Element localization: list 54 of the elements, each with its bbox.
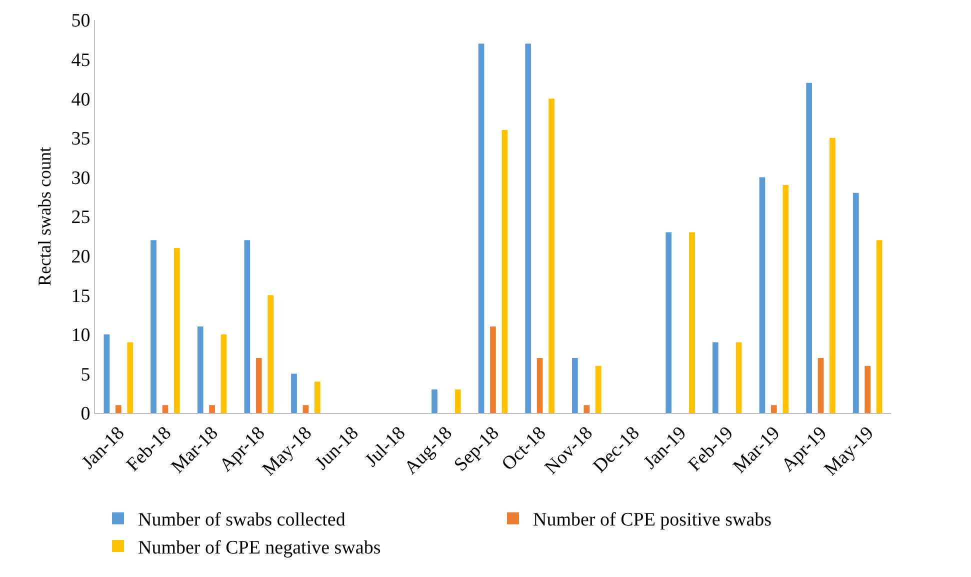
legend-label: Number of CPE negative swabs bbox=[138, 537, 381, 558]
bar bbox=[502, 130, 508, 413]
bar bbox=[162, 405, 168, 413]
y-tick-label: 35 bbox=[71, 128, 90, 150]
bar bbox=[525, 44, 532, 413]
bar bbox=[536, 358, 543, 413]
bar bbox=[782, 185, 789, 413]
y-tick-label: 25 bbox=[71, 207, 90, 228]
bar bbox=[256, 358, 262, 413]
legend-label: Number of swabs collected bbox=[138, 510, 346, 531]
bar bbox=[548, 98, 554, 413]
bar bbox=[127, 342, 134, 413]
y-tick-label: 20 bbox=[71, 246, 90, 268]
y-tick-label: 50 bbox=[71, 10, 90, 32]
bar bbox=[432, 389, 438, 413]
bar bbox=[864, 366, 871, 413]
bar bbox=[268, 295, 274, 413]
bar bbox=[584, 405, 590, 413]
bar bbox=[197, 326, 204, 413]
y-tick-label: 45 bbox=[71, 50, 90, 71]
bar bbox=[771, 405, 777, 413]
bar bbox=[830, 138, 836, 413]
bar bbox=[490, 326, 496, 413]
legend-label: Number of CPE positive swabs bbox=[533, 510, 772, 531]
bar bbox=[478, 44, 484, 413]
bar bbox=[736, 342, 742, 413]
y-tick-label: 5 bbox=[80, 364, 90, 386]
bar bbox=[115, 405, 122, 413]
bar bbox=[712, 342, 718, 413]
y-tick-label: 10 bbox=[71, 325, 90, 346]
bar bbox=[244, 240, 250, 413]
bar bbox=[220, 334, 227, 413]
y-axis-title: Rectal swabs count bbox=[34, 147, 54, 286]
bar bbox=[454, 389, 461, 413]
y-tick-label: 40 bbox=[71, 89, 90, 110]
bar bbox=[174, 248, 180, 413]
bar bbox=[759, 177, 766, 413]
bar bbox=[818, 358, 824, 413]
bar bbox=[572, 358, 578, 413]
bar bbox=[595, 366, 602, 413]
y-tick-label: 0 bbox=[80, 404, 90, 425]
bar bbox=[314, 382, 320, 413]
bar bbox=[689, 232, 695, 413]
bar bbox=[104, 334, 110, 413]
bar bbox=[150, 240, 156, 413]
bar bbox=[876, 240, 882, 413]
bar bbox=[806, 82, 812, 413]
y-tick-label: 15 bbox=[71, 286, 90, 307]
bar bbox=[209, 405, 215, 413]
bar bbox=[302, 405, 309, 413]
bar bbox=[852, 192, 859, 413]
y-tick-label: 30 bbox=[71, 168, 90, 189]
bar bbox=[666, 232, 672, 413]
bar bbox=[291, 374, 297, 413]
